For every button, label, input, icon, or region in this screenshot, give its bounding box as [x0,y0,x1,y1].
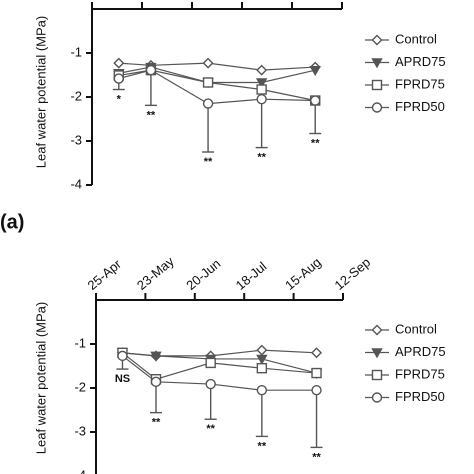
annotation: ** [204,156,213,168]
annotation: ** [147,109,156,121]
data-point [255,78,268,89]
data-point [150,376,162,388]
legend-label: FPRD75 [395,366,445,381]
legend-marker [371,102,383,113]
annotation: * [117,93,122,105]
series-line [122,355,317,391]
legend-marker [371,34,383,46]
data-point [202,57,214,69]
data-point [256,363,268,374]
y-tick-label: -3 [74,423,86,438]
data-point [256,84,267,95]
legend-marker [371,348,383,359]
legend-label: APRD75 [395,54,446,69]
data-point [145,64,157,76]
annotation: ** [312,451,321,463]
data-point [310,95,321,106]
legend-marker [371,324,383,336]
annotation: ** [258,440,267,452]
y-tick-label: -4 [70,176,82,191]
data-point [256,385,268,396]
data-point [311,367,322,379]
annotation: ** [152,417,161,429]
panel-label: (a) [0,211,24,233]
legend-label: Control [395,31,437,46]
data-point [205,378,216,390]
data-point [150,351,162,362]
annotation: NS [115,373,130,385]
data-point [202,77,214,88]
data-point [113,73,124,84]
y-axis-label: Leaf water potential (MPa) [33,302,48,454]
annotation: ** [311,137,320,149]
x-tick-label: 18-Jul [233,259,270,293]
y-tick-label: -1 [70,44,82,59]
x-tick-label: 15-Aug [282,254,324,292]
data-point [309,65,321,77]
y-tick-label: -4 [74,467,86,474]
annotation: ** [206,423,215,435]
x-tick-label: 25-Apr [84,256,124,293]
legend-label: FPRD50 [395,389,445,404]
data-point [256,93,267,105]
x-tick-label: 20-Jun [183,256,223,293]
data-point [205,357,216,369]
legend-label: FPRD50 [395,99,445,114]
legend-marker [371,369,383,381]
x-tick-label: 12-Sep [331,254,373,292]
data-point [256,354,268,365]
legend-label: Control [395,321,437,336]
data-point [311,347,323,359]
data-point [256,64,268,76]
legend-marker [371,79,383,91]
data-point [113,57,125,69]
y-tick-label: -2 [70,88,82,103]
legend-marker [371,58,383,69]
x-tick-label: 23-May [134,253,177,293]
data-point [202,98,214,109]
annotation: ** [257,152,266,164]
data-point [256,344,268,356]
y-tick-label: -3 [70,132,82,147]
legend-marker [371,392,383,403]
legend-label: APRD75 [395,344,446,359]
y-axis-label: Leaf water potential (MPa) [33,16,48,168]
data-point [117,350,128,362]
data-point [311,385,322,396]
y-tick-label: -1 [74,335,86,350]
y-tick-label: -2 [74,379,86,394]
legend-label: FPRD75 [395,76,445,91]
